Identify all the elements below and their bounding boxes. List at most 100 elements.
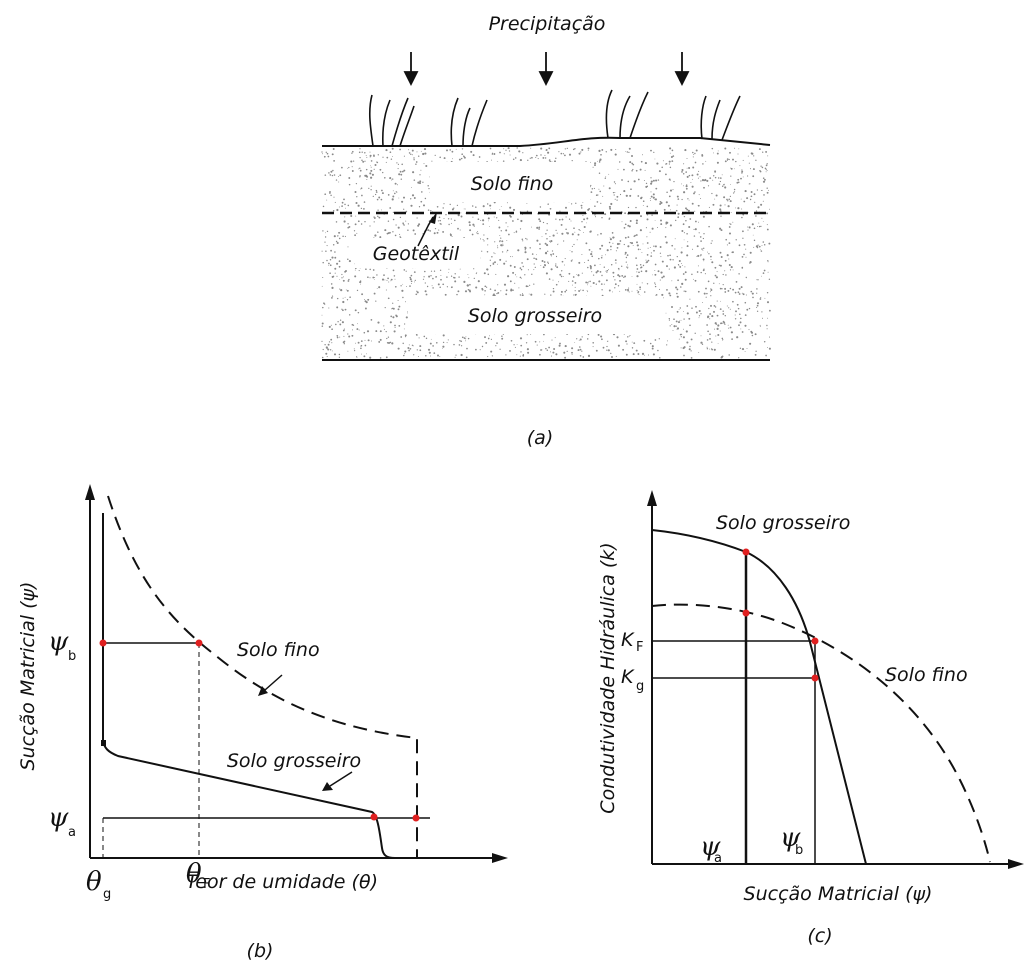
soil-grain [348, 177, 350, 179]
soil-grain [502, 251, 503, 252]
soil-grain [400, 336, 402, 338]
soil-grain [373, 216, 374, 217]
soil-grain [334, 268, 336, 270]
soil-grain [500, 244, 502, 246]
soil-grain [520, 228, 521, 229]
soil-grain [681, 171, 683, 173]
soil-grain [412, 194, 414, 196]
soil-grain [517, 249, 519, 251]
soil-grain [499, 235, 500, 236]
soil-grain [756, 210, 757, 211]
soil-grain [661, 167, 663, 169]
soil-grain [752, 335, 754, 337]
soil-grain [322, 315, 323, 316]
soil-grain [359, 330, 360, 331]
soil-grain [755, 351, 756, 352]
soil-grain [559, 211, 560, 212]
soil-grain [530, 148, 531, 149]
soil-grain [737, 207, 739, 209]
soil-grain [625, 223, 627, 225]
soil-grain [760, 226, 761, 227]
soil-grain [694, 153, 695, 154]
soil-grain [540, 206, 541, 207]
soil-grain [685, 291, 687, 293]
soil-grain [371, 160, 373, 162]
soil-grain [322, 286, 323, 287]
soil-grain [483, 234, 484, 235]
soil-grain [617, 169, 618, 170]
soil-grain [742, 293, 743, 294]
soil-grain [735, 310, 737, 312]
soil-grain [405, 334, 407, 336]
soil-grain [593, 346, 594, 347]
soil-grain [483, 240, 484, 241]
soil-grain [580, 355, 582, 357]
soil-grain [360, 170, 362, 172]
soil-grain [371, 167, 372, 168]
soil-grain [556, 256, 557, 257]
soil-grain [734, 148, 735, 149]
soil-grain [759, 148, 761, 150]
soil-grain [684, 290, 685, 291]
soil-grain [728, 325, 729, 326]
soil-grain [521, 278, 522, 279]
soil-grain [720, 252, 722, 254]
soil-grain [621, 275, 623, 277]
soil-grain [553, 235, 555, 237]
soil-grain [676, 326, 677, 327]
soil-grain [586, 218, 588, 220]
soil-grain [673, 330, 674, 331]
soil-grain [328, 263, 330, 265]
soil-grain [687, 245, 689, 247]
soil-grain [322, 153, 323, 154]
soil-grain [616, 196, 618, 198]
soil-grain [612, 272, 614, 274]
soil-grain [522, 240, 523, 241]
soil-grain [394, 330, 396, 332]
soil-grain [370, 170, 372, 172]
soil-grain [655, 188, 657, 190]
soil-grain [345, 297, 346, 298]
soil-grain [499, 152, 501, 154]
soil-grain [760, 204, 762, 206]
soil-grain [730, 327, 732, 329]
soil-grain [681, 247, 682, 248]
soil-grain [355, 270, 356, 271]
soil-grain [408, 149, 409, 150]
soil-grain [354, 348, 355, 349]
soil-grain [374, 221, 375, 222]
soil-grain [424, 271, 426, 273]
soil-grain [672, 259, 673, 260]
soil-grain [766, 165, 768, 167]
soil-grain [763, 181, 765, 183]
soil-grain [410, 205, 412, 207]
soil-grain [419, 206, 420, 207]
soil-grain [412, 154, 413, 155]
soil-grain [693, 229, 694, 230]
soil-grain [451, 151, 453, 153]
soil-grain [633, 353, 635, 355]
soil-grain [650, 177, 651, 178]
soil-grain [710, 256, 712, 258]
soil-grain [497, 247, 498, 248]
soil-grain [683, 336, 685, 338]
soil-grain [610, 149, 612, 151]
panel-c-x-axis-label: Sucção Matricial (ψ) [744, 883, 933, 905]
soil-grain [347, 168, 348, 169]
soil-grain [446, 276, 447, 277]
soil-grain [685, 271, 687, 273]
soil-grain [711, 341, 712, 342]
soil-grain [585, 242, 587, 244]
soil-grain [683, 223, 685, 225]
soil-grain [356, 328, 358, 330]
soil-grain [498, 227, 500, 229]
soil-grain [425, 165, 427, 167]
soil-grain [335, 324, 337, 326]
soil-grain [331, 283, 333, 285]
soil-grain [473, 268, 474, 269]
soil-grain [707, 339, 709, 341]
soil-grain [511, 340, 513, 342]
soil-grain [477, 231, 478, 232]
soil-grain [375, 300, 376, 301]
soil-grain [482, 219, 484, 221]
